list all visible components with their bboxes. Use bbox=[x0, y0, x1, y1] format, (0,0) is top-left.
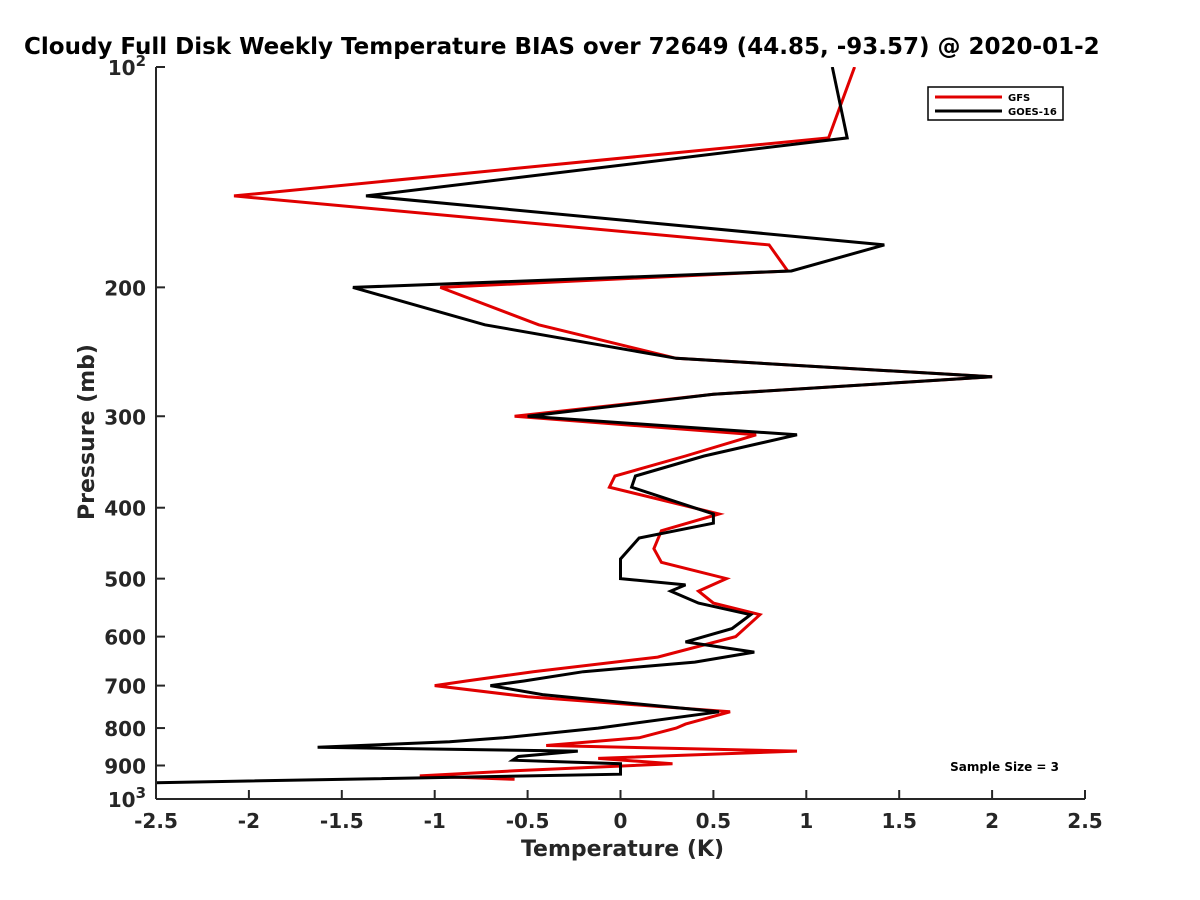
y-tick-label: 200 bbox=[104, 276, 146, 300]
x-axis-ticks: -2.5 -2 -1.5 -1 -0.5 0 0.5 1 1.5 2 2.5 bbox=[134, 790, 1103, 833]
chart-title: Cloudy Full Disk Weekly Temperature BIAS… bbox=[24, 34, 1100, 60]
y-tick-label: 300 bbox=[104, 405, 146, 429]
legend-box bbox=[927, 86, 1064, 121]
x-tick-label: 2.5 bbox=[1067, 809, 1102, 833]
sample-size-annotation: Sample Size = 3 bbox=[950, 760, 1059, 774]
series-line-goes-16 bbox=[156, 67, 993, 785]
y-tick-label: 400 bbox=[104, 497, 146, 521]
x-tick-label: -2 bbox=[238, 809, 260, 833]
y-tick-label: 800 bbox=[104, 717, 146, 741]
series-layer bbox=[156, 67, 993, 785]
x-tick-label: -1 bbox=[424, 809, 446, 833]
x-tick-label: 1 bbox=[799, 809, 813, 833]
x-tick-label: -0.5 bbox=[506, 809, 550, 833]
legend-label: GOES-16 bbox=[1008, 107, 1057, 118]
x-tick-label: 0.5 bbox=[696, 809, 731, 833]
y-tick-label: 700 bbox=[104, 675, 146, 699]
x-tick-label: -2.5 bbox=[134, 809, 178, 833]
y-tick-label: 103 bbox=[108, 784, 146, 812]
y-tick-label: 600 bbox=[104, 626, 146, 650]
y-axis-title: Pressure (mb) bbox=[75, 344, 100, 520]
legend-label: GFS bbox=[1008, 93, 1030, 104]
y-tick-label: 900 bbox=[104, 755, 146, 779]
legend: GFS GOES-16 bbox=[927, 86, 1064, 121]
x-tick-label: -1.5 bbox=[320, 809, 364, 833]
series-line-gfs bbox=[233, 67, 993, 781]
x-tick-label: 1.5 bbox=[881, 809, 916, 833]
x-tick-label: 2 bbox=[985, 809, 999, 833]
plot-background bbox=[156, 67, 1085, 799]
y-axis-ticks: 102 200 300 400 500 600 700 800 900 103 bbox=[104, 52, 165, 812]
y-tick-label: 500 bbox=[104, 568, 146, 592]
plot-area: -2.5 -2 -1.5 -1 -0.5 0 0.5 1 1.5 2 2.5 102 200 300 40… bbox=[104, 52, 1102, 833]
y-tick-label: 102 bbox=[108, 52, 146, 80]
x-axis-title: Temperature (K) bbox=[521, 837, 724, 862]
x-tick-label: 0 bbox=[614, 809, 628, 833]
